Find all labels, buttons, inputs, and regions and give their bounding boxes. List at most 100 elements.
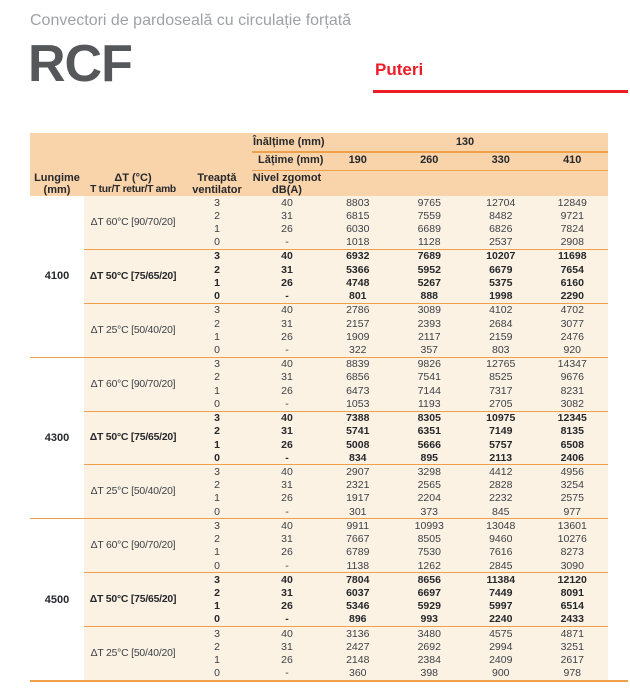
noise-level-cell: 26: [281, 276, 293, 289]
noise-level-cell: 31: [281, 209, 293, 222]
power-value-cell: 1917: [346, 492, 370, 505]
table-row: 3 40 7388 8305 10975 12345: [182, 412, 608, 425]
power-value-cell: 6679: [489, 263, 513, 276]
power-value-cell: 8482: [489, 209, 513, 222]
power-value-cell: 6856: [346, 371, 370, 384]
header-width-value: 330: [491, 154, 510, 166]
power-value-cell: 1262: [417, 559, 441, 572]
power-value-cell: 3480: [417, 627, 441, 640]
power-value-cell: 977: [563, 505, 582, 518]
noise-level-cell: 31: [281, 640, 293, 653]
power-value-cell: 12345: [557, 412, 587, 425]
power-value-cell: 2617: [560, 654, 584, 667]
power-value-cell: 11698: [557, 250, 587, 263]
power-value-cell: 2409: [489, 654, 513, 667]
noise-level-cell: 31: [281, 425, 293, 438]
noise-level-cell: 31: [281, 533, 293, 546]
header-divider: [252, 151, 608, 153]
power-value-cell: 2427: [346, 640, 370, 653]
dt-subgroup: ΔT 50°C [75/65/20] 3 40 7388 8305 10975 12345 2…: [84, 412, 608, 466]
dt-label: ΔT 25°C [50/40/20]: [90, 486, 176, 498]
noise-level-cell: 40: [281, 627, 293, 640]
noise-level-cell: 26: [281, 654, 293, 667]
length-group: 4100 ΔT 60°C [90/70/20] 3 40 8803 9765 12704 12…: [30, 196, 608, 358]
fan-step-cell: 1: [214, 546, 220, 559]
fan-step-cell: 1: [214, 223, 220, 236]
power-value-cell: 2240: [489, 613, 513, 626]
header-width-value: 260: [420, 154, 439, 166]
power-value-cell: 8803: [346, 196, 370, 209]
dt-label: ΔT 60°C [90/70/20]: [90, 540, 176, 552]
dt-label: ΔT 60°C [90/70/20]: [90, 378, 176, 390]
noise-level-cell: -: [285, 344, 289, 357]
section-underline: [373, 90, 628, 93]
power-value-cell: 7667: [346, 533, 370, 546]
dt-subgroup: ΔT 60°C [90/70/20] 3 40 9911 10993 13048 13601…: [84, 519, 608, 574]
fan-step-cell: 0: [214, 559, 220, 572]
power-value-cell: 357: [420, 344, 439, 357]
power-value-cell: 5346: [346, 600, 370, 613]
power-value-cell: 2290: [560, 290, 584, 303]
table-row: 1 26 6473 7144 7317 8231: [182, 384, 608, 397]
page-subtitle: Convectori de pardoseală cu circulație f…: [30, 12, 352, 29]
header-divider: [252, 169, 608, 171]
header-dt-line2: T tur/T retur/T amb: [90, 183, 176, 195]
power-value-cell: 1909: [346, 330, 370, 343]
power-value-cell: 895: [420, 451, 439, 464]
power-value-cell: 2476: [560, 330, 584, 343]
length-value: 4300: [30, 357, 84, 519]
noise-level-cell: 40: [281, 519, 293, 532]
power-value-cell: 2786: [346, 304, 370, 317]
power-value-cell: 10975: [486, 412, 516, 425]
noise-level-cell: 31: [281, 371, 293, 384]
dt-subgroup: ΔT 60°C [90/70/20] 3 40 8839 9826 12765 14347 2…: [84, 358, 608, 412]
power-value-cell: 2565: [417, 479, 441, 492]
table-row: 0 - 896 993 2240 2433: [182, 613, 608, 626]
noise-level-cell: 26: [281, 330, 293, 343]
power-value-cell: 5757: [489, 438, 513, 451]
noise-level-cell: 40: [281, 573, 293, 586]
table-row: 1 26 5008 5666 5757 6508: [182, 438, 608, 451]
table-row: 3 40 8803 9765 12704 12849: [182, 196, 608, 209]
fan-step-cell: 2: [214, 533, 220, 546]
power-value-cell: 373: [420, 505, 439, 518]
header-width-value: 190: [348, 154, 367, 166]
power-value-cell: 3077: [560, 317, 584, 330]
fan-step-cell: 2: [214, 209, 220, 222]
table-row: 1 26 1917 2204 2232 2575: [182, 492, 608, 505]
noise-level-cell: 40: [281, 196, 293, 209]
table-row: 3 40 2907 3298 4412 4956: [182, 465, 608, 478]
fan-step-cell: 0: [214, 451, 220, 464]
power-value-cell: 2537: [489, 236, 513, 249]
fan-step-cell: 2: [214, 479, 220, 492]
dt-label: ΔT 25°C [50/40/20]: [90, 324, 176, 336]
power-value-cell: 2321: [346, 479, 370, 492]
power-value-cell: 8656: [417, 573, 441, 586]
header-dt-line1: ΔT (°C): [114, 171, 152, 184]
power-value-cell: 6473: [346, 384, 370, 397]
power-value-cell: 3089: [417, 304, 441, 317]
power-value-cell: 12120: [557, 573, 587, 586]
header-length-line1: Lungime: [34, 171, 80, 184]
table-row: 3 40 8839 9826 12765 14347: [182, 358, 608, 371]
power-value-cell: 978: [563, 667, 582, 680]
fan-step-cell: 2: [214, 263, 220, 276]
power-value-cell: 7689: [417, 250, 441, 263]
power-value-cell: 4102: [489, 304, 513, 317]
header-noise-column: Nivel zgomot dB(A): [252, 171, 322, 196]
power-value-cell: 4748: [346, 276, 370, 289]
dt-subgroup: ΔT 60°C [90/70/20] 3 40 8803 9765 12704 12849 2…: [84, 196, 608, 250]
table-row: 0 - 360 398 900 978: [182, 667, 608, 680]
fan-step-cell: 3: [214, 627, 220, 640]
power-value-cell: 12765: [486, 358, 516, 371]
length-group: 4300 ΔT 60°C [90/70/20] 3 40 8839 9826 12765 14…: [30, 357, 608, 520]
noise-level-cell: 31: [281, 317, 293, 330]
fan-step-cell: 3: [214, 250, 220, 263]
table-row: 0 - 301 373 845 977: [182, 505, 608, 518]
fan-step-cell: 1: [214, 492, 220, 505]
table-row: 1 26 6030 6689 6826 7824: [182, 222, 608, 235]
power-value-cell: 2705: [489, 397, 513, 410]
fan-step-cell: 1: [214, 276, 220, 289]
noise-level-cell: 40: [281, 250, 293, 263]
